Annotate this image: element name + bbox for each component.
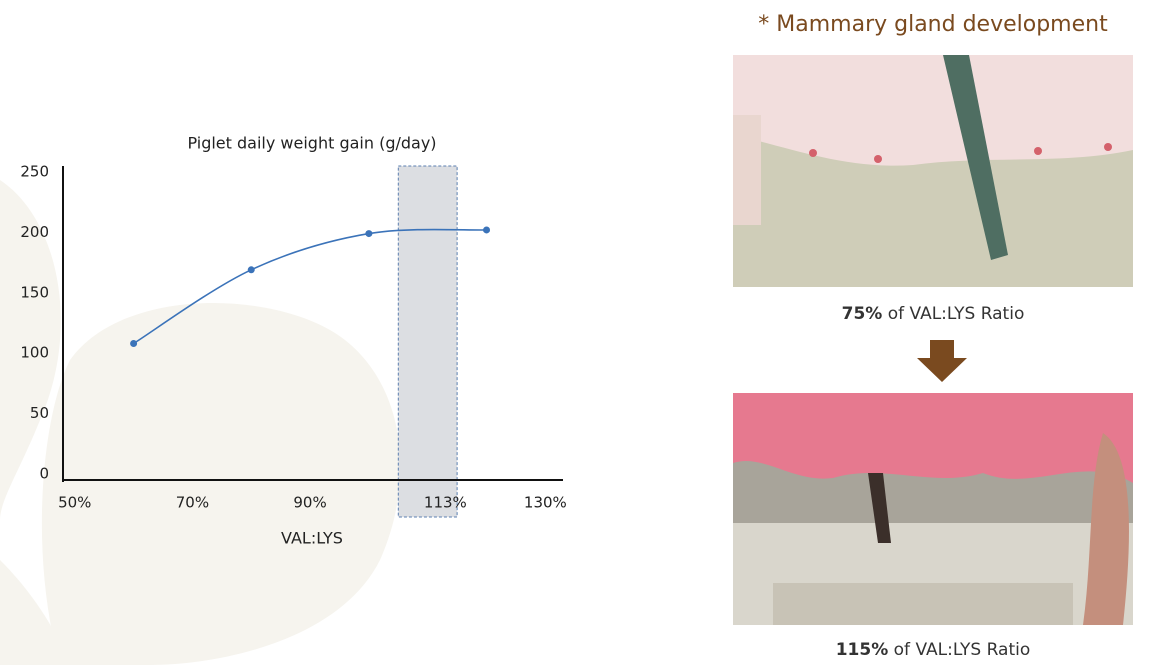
highlight-band <box>398 166 457 517</box>
caption-value: 115% <box>836 640 889 660</box>
y-tick-label: 200 <box>20 223 49 241</box>
caption-text: of VAL:LYS Ratio <box>888 304 1025 324</box>
y-tick-label: 100 <box>20 344 49 362</box>
y-tick-label: 150 <box>20 283 49 301</box>
y-tick-label: 0 <box>39 465 49 483</box>
chart-title: Piglet daily weight gain (g/day) <box>187 134 436 153</box>
page: Piglet daily weight gain (g/day) VAL:LYS… <box>0 0 1160 665</box>
caption-text: of VAL:LYS Ratio <box>894 640 1031 660</box>
x-tick-label: 50% <box>58 494 91 512</box>
point <box>130 340 137 347</box>
photo <box>733 55 1133 287</box>
photo <box>733 393 1133 625</box>
chart: Piglet daily weight gain (g/day) VAL:LYS… <box>0 0 700 665</box>
caption: 75% of VAL:LYS Ratio <box>733 304 1133 324</box>
caption-value: 75% <box>842 304 883 324</box>
background-shape <box>42 303 401 665</box>
y-tick-label: 250 <box>20 163 49 181</box>
point <box>483 226 490 233</box>
caption: 115% of VAL:LYS Ratio <box>733 640 1133 660</box>
photo-art <box>733 393 1133 625</box>
x-tick-label: 70% <box>176 494 209 512</box>
x-tick-label: 90% <box>293 494 326 512</box>
y-tick-label: 50 <box>30 404 49 422</box>
x-tick-label: 130% <box>524 494 567 512</box>
point <box>365 230 372 237</box>
panel-title: * Mammary gland development <box>733 12 1133 37</box>
x-tick-label: 113% <box>424 494 467 512</box>
point <box>248 266 255 273</box>
photo-art <box>733 55 1133 287</box>
x-axis-label: VAL:LYS <box>281 529 343 548</box>
arrow <box>917 340 967 382</box>
